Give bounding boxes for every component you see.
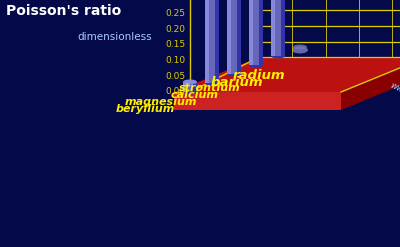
Text: magnesium: magnesium xyxy=(124,97,197,107)
Text: 0.20: 0.20 xyxy=(165,25,185,34)
Ellipse shape xyxy=(249,62,263,67)
Bar xyxy=(183,82,187,92)
Bar xyxy=(237,0,241,74)
Text: www.webelements.com: www.webelements.com xyxy=(389,80,400,130)
Bar xyxy=(205,0,209,83)
Text: 0.15: 0.15 xyxy=(165,40,185,49)
Polygon shape xyxy=(174,92,341,110)
Text: strontium: strontium xyxy=(179,83,241,93)
Bar xyxy=(227,0,241,74)
Bar xyxy=(215,0,219,83)
Ellipse shape xyxy=(292,46,308,54)
Ellipse shape xyxy=(227,71,241,77)
Bar xyxy=(271,0,275,56)
Text: 0.05: 0.05 xyxy=(165,72,185,81)
Bar xyxy=(183,82,197,92)
Bar xyxy=(249,0,263,65)
Ellipse shape xyxy=(293,44,307,49)
Polygon shape xyxy=(341,57,400,110)
Text: Poisson's ratio: Poisson's ratio xyxy=(6,4,121,18)
Polygon shape xyxy=(174,57,400,92)
Bar xyxy=(281,0,285,56)
Bar xyxy=(227,0,231,74)
Text: 0.00: 0.00 xyxy=(165,87,185,97)
Text: 0.30: 0.30 xyxy=(165,0,185,2)
Ellipse shape xyxy=(183,80,197,84)
Bar xyxy=(259,0,263,65)
Text: beryllium: beryllium xyxy=(116,104,175,114)
Bar xyxy=(271,0,285,56)
Text: barium: barium xyxy=(210,76,263,89)
Bar xyxy=(249,0,253,65)
Ellipse shape xyxy=(271,54,285,59)
Text: radium: radium xyxy=(232,69,285,82)
Text: 0.25: 0.25 xyxy=(165,9,185,18)
Bar xyxy=(205,0,219,83)
Text: calcium: calcium xyxy=(171,90,219,100)
Text: 0.10: 0.10 xyxy=(165,56,185,65)
Ellipse shape xyxy=(205,81,219,85)
Text: dimensionless: dimensionless xyxy=(78,32,152,42)
Ellipse shape xyxy=(183,89,197,95)
Bar xyxy=(193,82,197,92)
